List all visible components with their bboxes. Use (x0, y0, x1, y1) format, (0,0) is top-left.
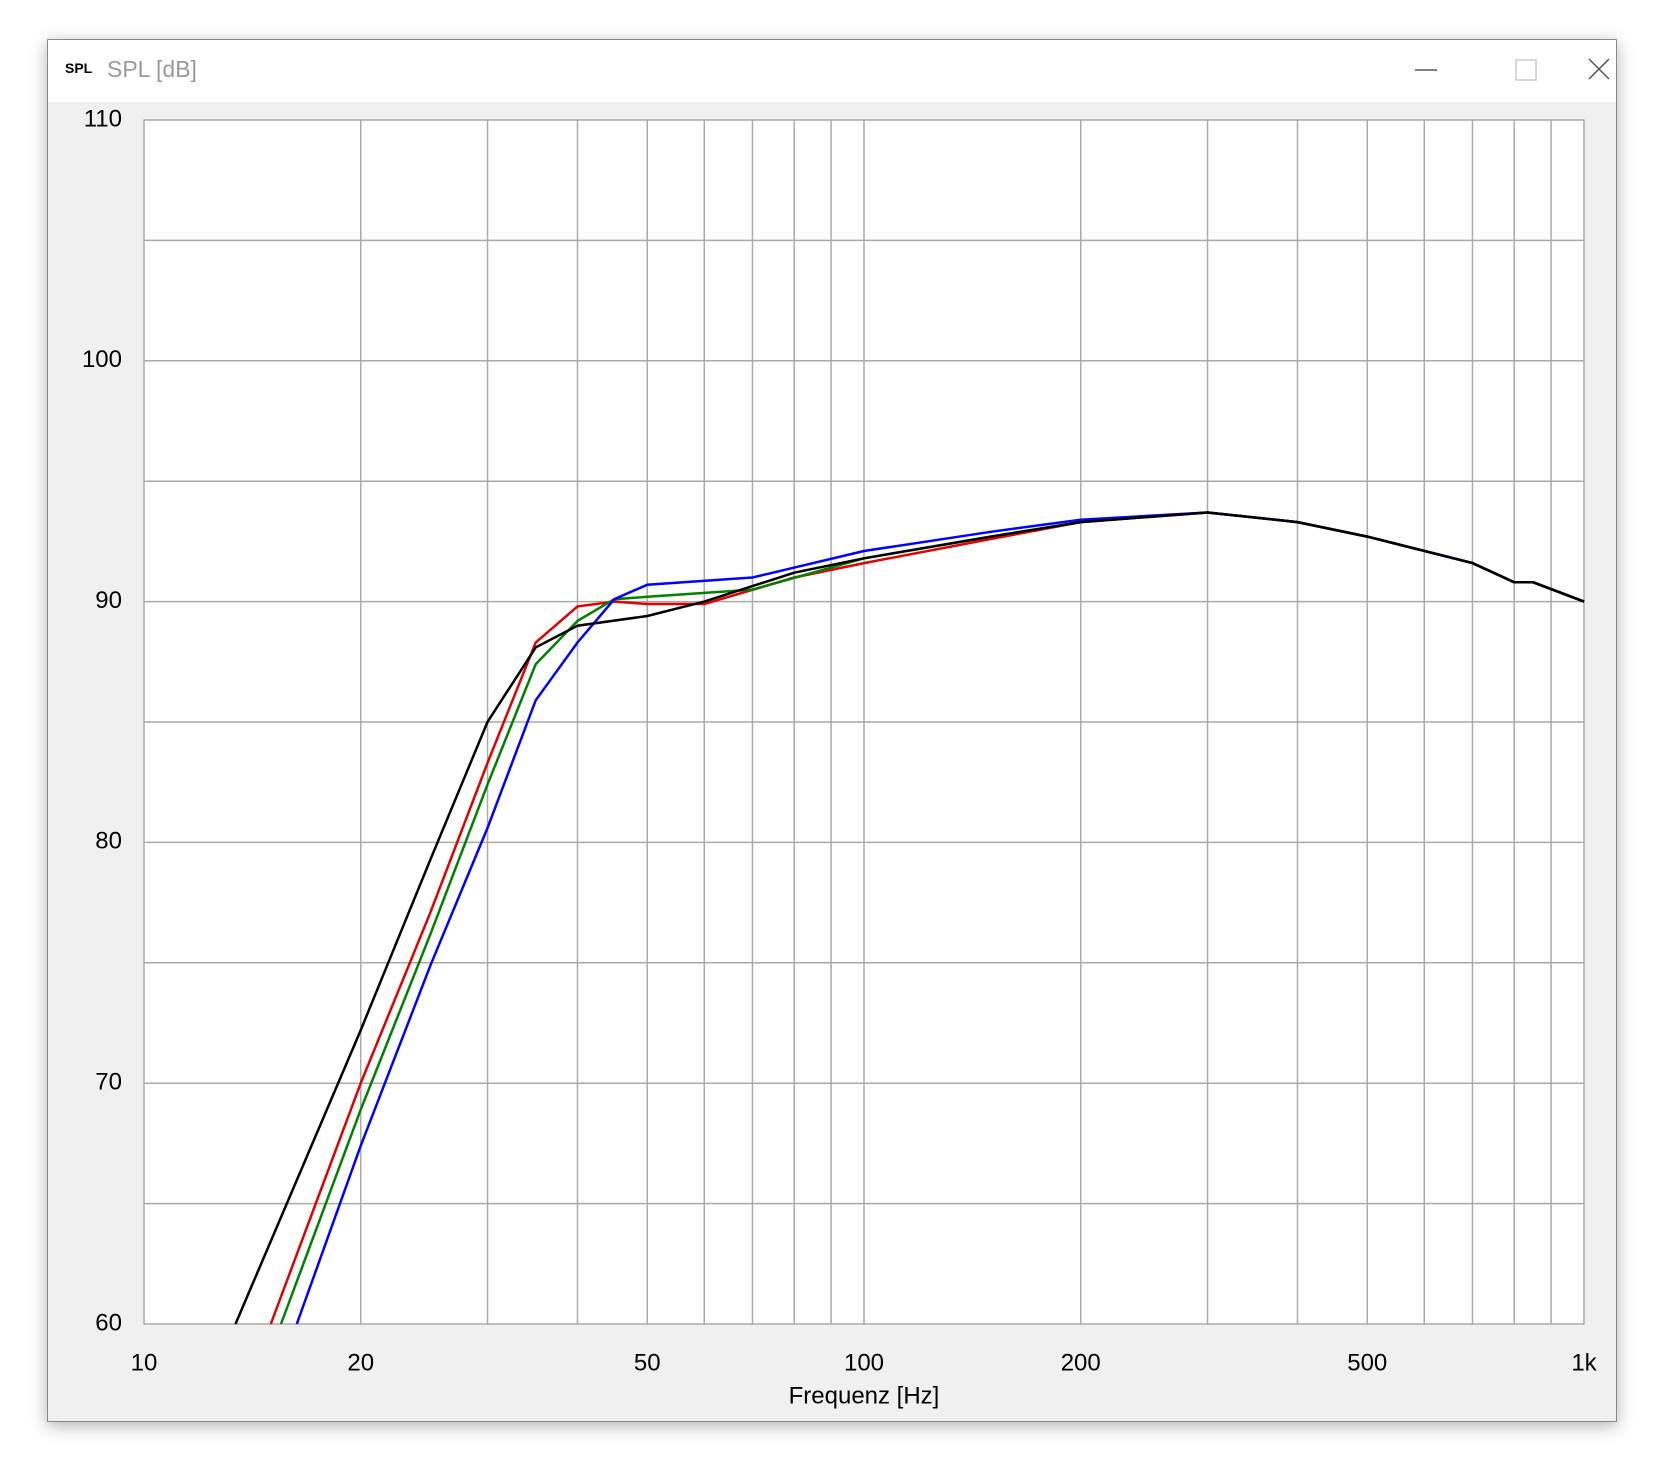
line-series (234, 511, 1585, 1325)
y-tick-label: 90 (95, 587, 122, 614)
maximize-button[interactable] (1515, 59, 1537, 81)
close-button[interactable] (1588, 58, 1610, 80)
y-tick-label: 100 (82, 346, 122, 373)
title-bar: SPL SPL [dB] (48, 40, 1616, 102)
window-controls (1415, 58, 1610, 81)
x-tick-label: 100 (844, 1349, 884, 1376)
x-tick-label: 500 (1347, 1349, 1387, 1376)
window-title: SPL [dB] (107, 56, 197, 82)
y-tick-label: 60 (95, 1309, 122, 1336)
window-icon: SPL (65, 60, 93, 76)
y-tick-label: 70 (95, 1069, 122, 1096)
x-tick-label: 10 (131, 1349, 158, 1376)
x-tick-label: 200 (1061, 1349, 1101, 1376)
y-tick-label: 80 (95, 828, 122, 855)
y-tick-label: 110 (84, 105, 122, 132)
x-tick-label: 1k (1571, 1349, 1597, 1376)
x-tick-label: 50 (634, 1349, 661, 1376)
x-tick-label: 20 (347, 1349, 374, 1376)
x-axis-label: Frequenz [Hz] (789, 1382, 940, 1409)
